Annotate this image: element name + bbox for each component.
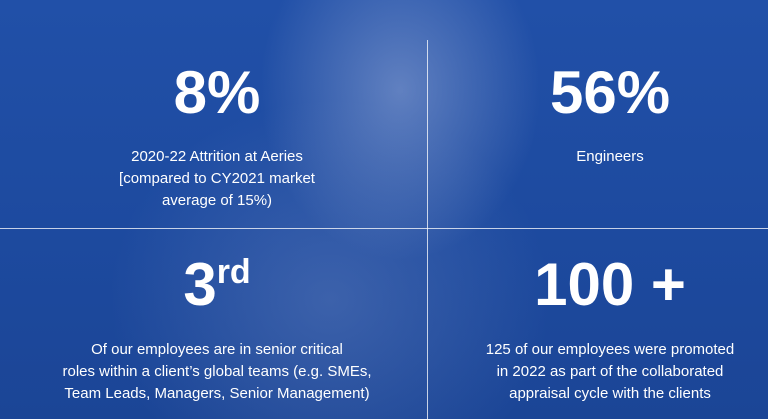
stat-number: 56%: [549, 59, 671, 126]
description-line: 2020-22 Attrition at Aeries: [131, 148, 303, 165]
divider: [0, 228, 768, 229]
stat-number: 8%: [173, 59, 261, 126]
stat-card: 8%: [17, 58, 417, 128]
stat-number: 3: [183, 251, 217, 318]
description-line: in 2022 as part of the collaborated: [496, 363, 724, 380]
description-line: Engineers: [576, 148, 644, 165]
stat-value: 3rd: [17, 250, 417, 320]
description-line: Team Leads, Managers, Senior Management): [64, 385, 370, 402]
description-line: average of 15%): [161, 192, 273, 209]
stat-description: Of our employees are in senior critical r…: [17, 339, 417, 405]
description-line: [compared to CY2021 market: [119, 170, 315, 187]
stat-value: 8%: [17, 58, 417, 128]
description-line: appraisal cycle with the clients: [509, 385, 711, 402]
divider: [427, 40, 428, 419]
description-line: roles within a client’s global teams (e.…: [62, 363, 372, 380]
stat-value: 100 +: [410, 250, 768, 320]
stat-card: 56%: [410, 58, 768, 128]
stat-suffix: rd: [216, 253, 251, 291]
stat-description: Engineers: [410, 146, 768, 168]
stat-card: 100 +: [410, 250, 768, 320]
stat-value: 56%: [410, 58, 768, 128]
description-line: 125 of our employees were promoted: [485, 341, 735, 358]
stat-card: 3rd: [17, 250, 417, 320]
description-line: Of our employees are in senior critical: [91, 341, 343, 358]
stat-description: 2020-22 Attrition at Aeries [compared to …: [17, 146, 417, 212]
stat-number: 100 +: [534, 251, 686, 318]
stat-description: 125 of our employees were promoted in 202…: [410, 339, 768, 405]
